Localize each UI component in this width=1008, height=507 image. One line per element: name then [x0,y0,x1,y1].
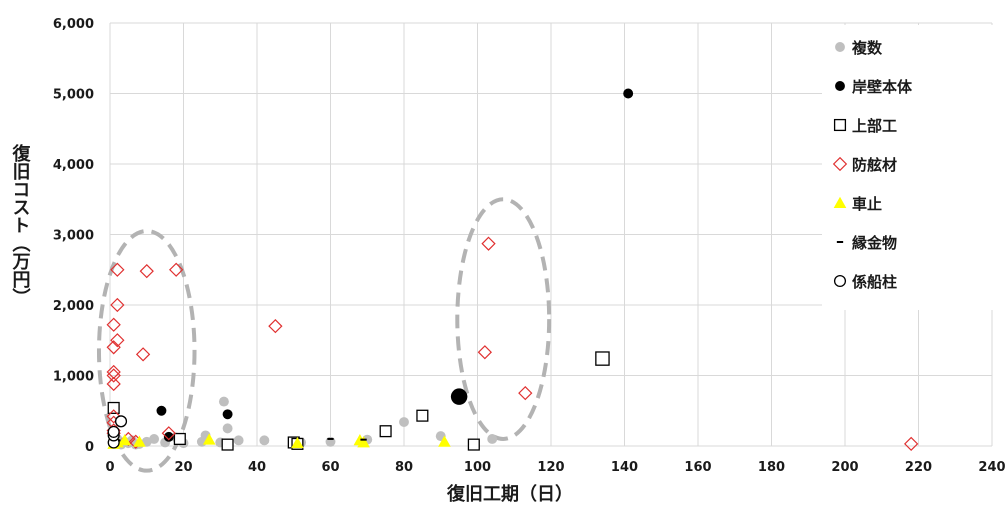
x-tick-label: 180 [758,460,785,475]
x-tick-labels: 0 20 40 60 80 100 120 140 160 180 200 220 240 [105,460,1005,475]
series-1 [156,88,634,442]
legend-label: 車止 [852,195,882,213]
data-point [110,262,125,277]
x-tick-label: 140 [611,460,638,475]
legend-label: 複数 [851,39,883,57]
legend-label: 縁金物 [852,234,897,252]
data-point [450,388,468,405]
legend-marker [832,156,848,172]
data-point [106,364,121,380]
legend-marker [835,81,845,91]
data-points [106,88,919,452]
y-tick-label: 1,000 [53,370,94,385]
x-tick-label: 40 [248,460,266,475]
data-point [477,345,492,360]
legend-box [822,25,997,310]
data-point [487,434,498,444]
data-point [163,431,174,442]
data-point [110,297,125,313]
data-point [106,317,121,332]
data-point [623,88,634,99]
data-point [106,376,121,392]
data-point [481,236,496,251]
data-point [233,435,244,446]
data-point [399,417,409,427]
x-tick-label: 200 [831,460,858,475]
x-tick-label: 160 [684,460,711,475]
data-point [416,409,429,422]
data-point [118,434,131,446]
x-tick-label: 60 [321,460,339,475]
y-tick-labels: 0 1,000 2,000 3,000 4,000 5,000 6,000 [53,17,94,455]
data-point [222,423,233,434]
x-tick-label: 0 [105,460,114,475]
x-tick-label: 120 [537,460,564,475]
highlight-ellipse [455,197,552,441]
data-point [106,409,121,424]
data-point [357,436,370,448]
legend-marker [833,118,847,132]
highlight-ellipses [96,197,552,473]
data-point [173,432,186,445]
data-point [133,435,146,447]
data-point [107,401,120,414]
data-point [259,435,270,446]
highlight-ellipse [96,228,197,473]
y-tick-label: 4,000 [53,158,94,173]
data-point [156,405,167,416]
data-point [904,436,919,452]
data-point [135,347,151,362]
data-point [595,351,610,366]
data-point [161,426,176,441]
data-point [139,264,154,279]
data-point [221,438,234,451]
data-point [467,438,480,451]
series-6 [107,415,128,449]
data-point [518,385,533,401]
y-tick-label: 5,000 [53,88,94,103]
data-point [379,425,392,438]
data-point [438,435,451,447]
data-point [107,425,120,438]
legend-label: 岸壁本体 [852,78,913,96]
y-tick-label: 3,000 [53,229,94,244]
legend-marker [835,42,845,52]
data-point [222,409,233,420]
y-tick-label: 0 [85,440,94,455]
x-tick-label: 220 [905,460,932,475]
data-point [110,333,125,348]
data-point [268,319,283,334]
x-tick-label: 20 [174,460,192,475]
data-point [202,433,216,445]
x-tick-label: 80 [395,460,413,475]
y-tick-label: 6,000 [53,17,94,32]
legend-label: 係船柱 [852,273,897,291]
data-point [291,436,304,449]
x-axis-title: 復旧工期（日） [446,483,573,505]
legend-marker [833,274,847,288]
x-tick-label: 240 [978,460,1005,475]
data-point [218,396,229,407]
legend-label: 防舷材 [852,156,897,174]
y-axis-title: 復旧コスト（万円） [10,143,32,306]
y-tick-label: 2,000 [53,299,94,314]
data-point [149,434,160,444]
x-tick-label: 100 [464,460,491,475]
data-point [114,415,128,428]
legend-marker [833,196,847,208]
data-point [169,262,184,277]
legend-label: 上部工 [852,117,897,135]
